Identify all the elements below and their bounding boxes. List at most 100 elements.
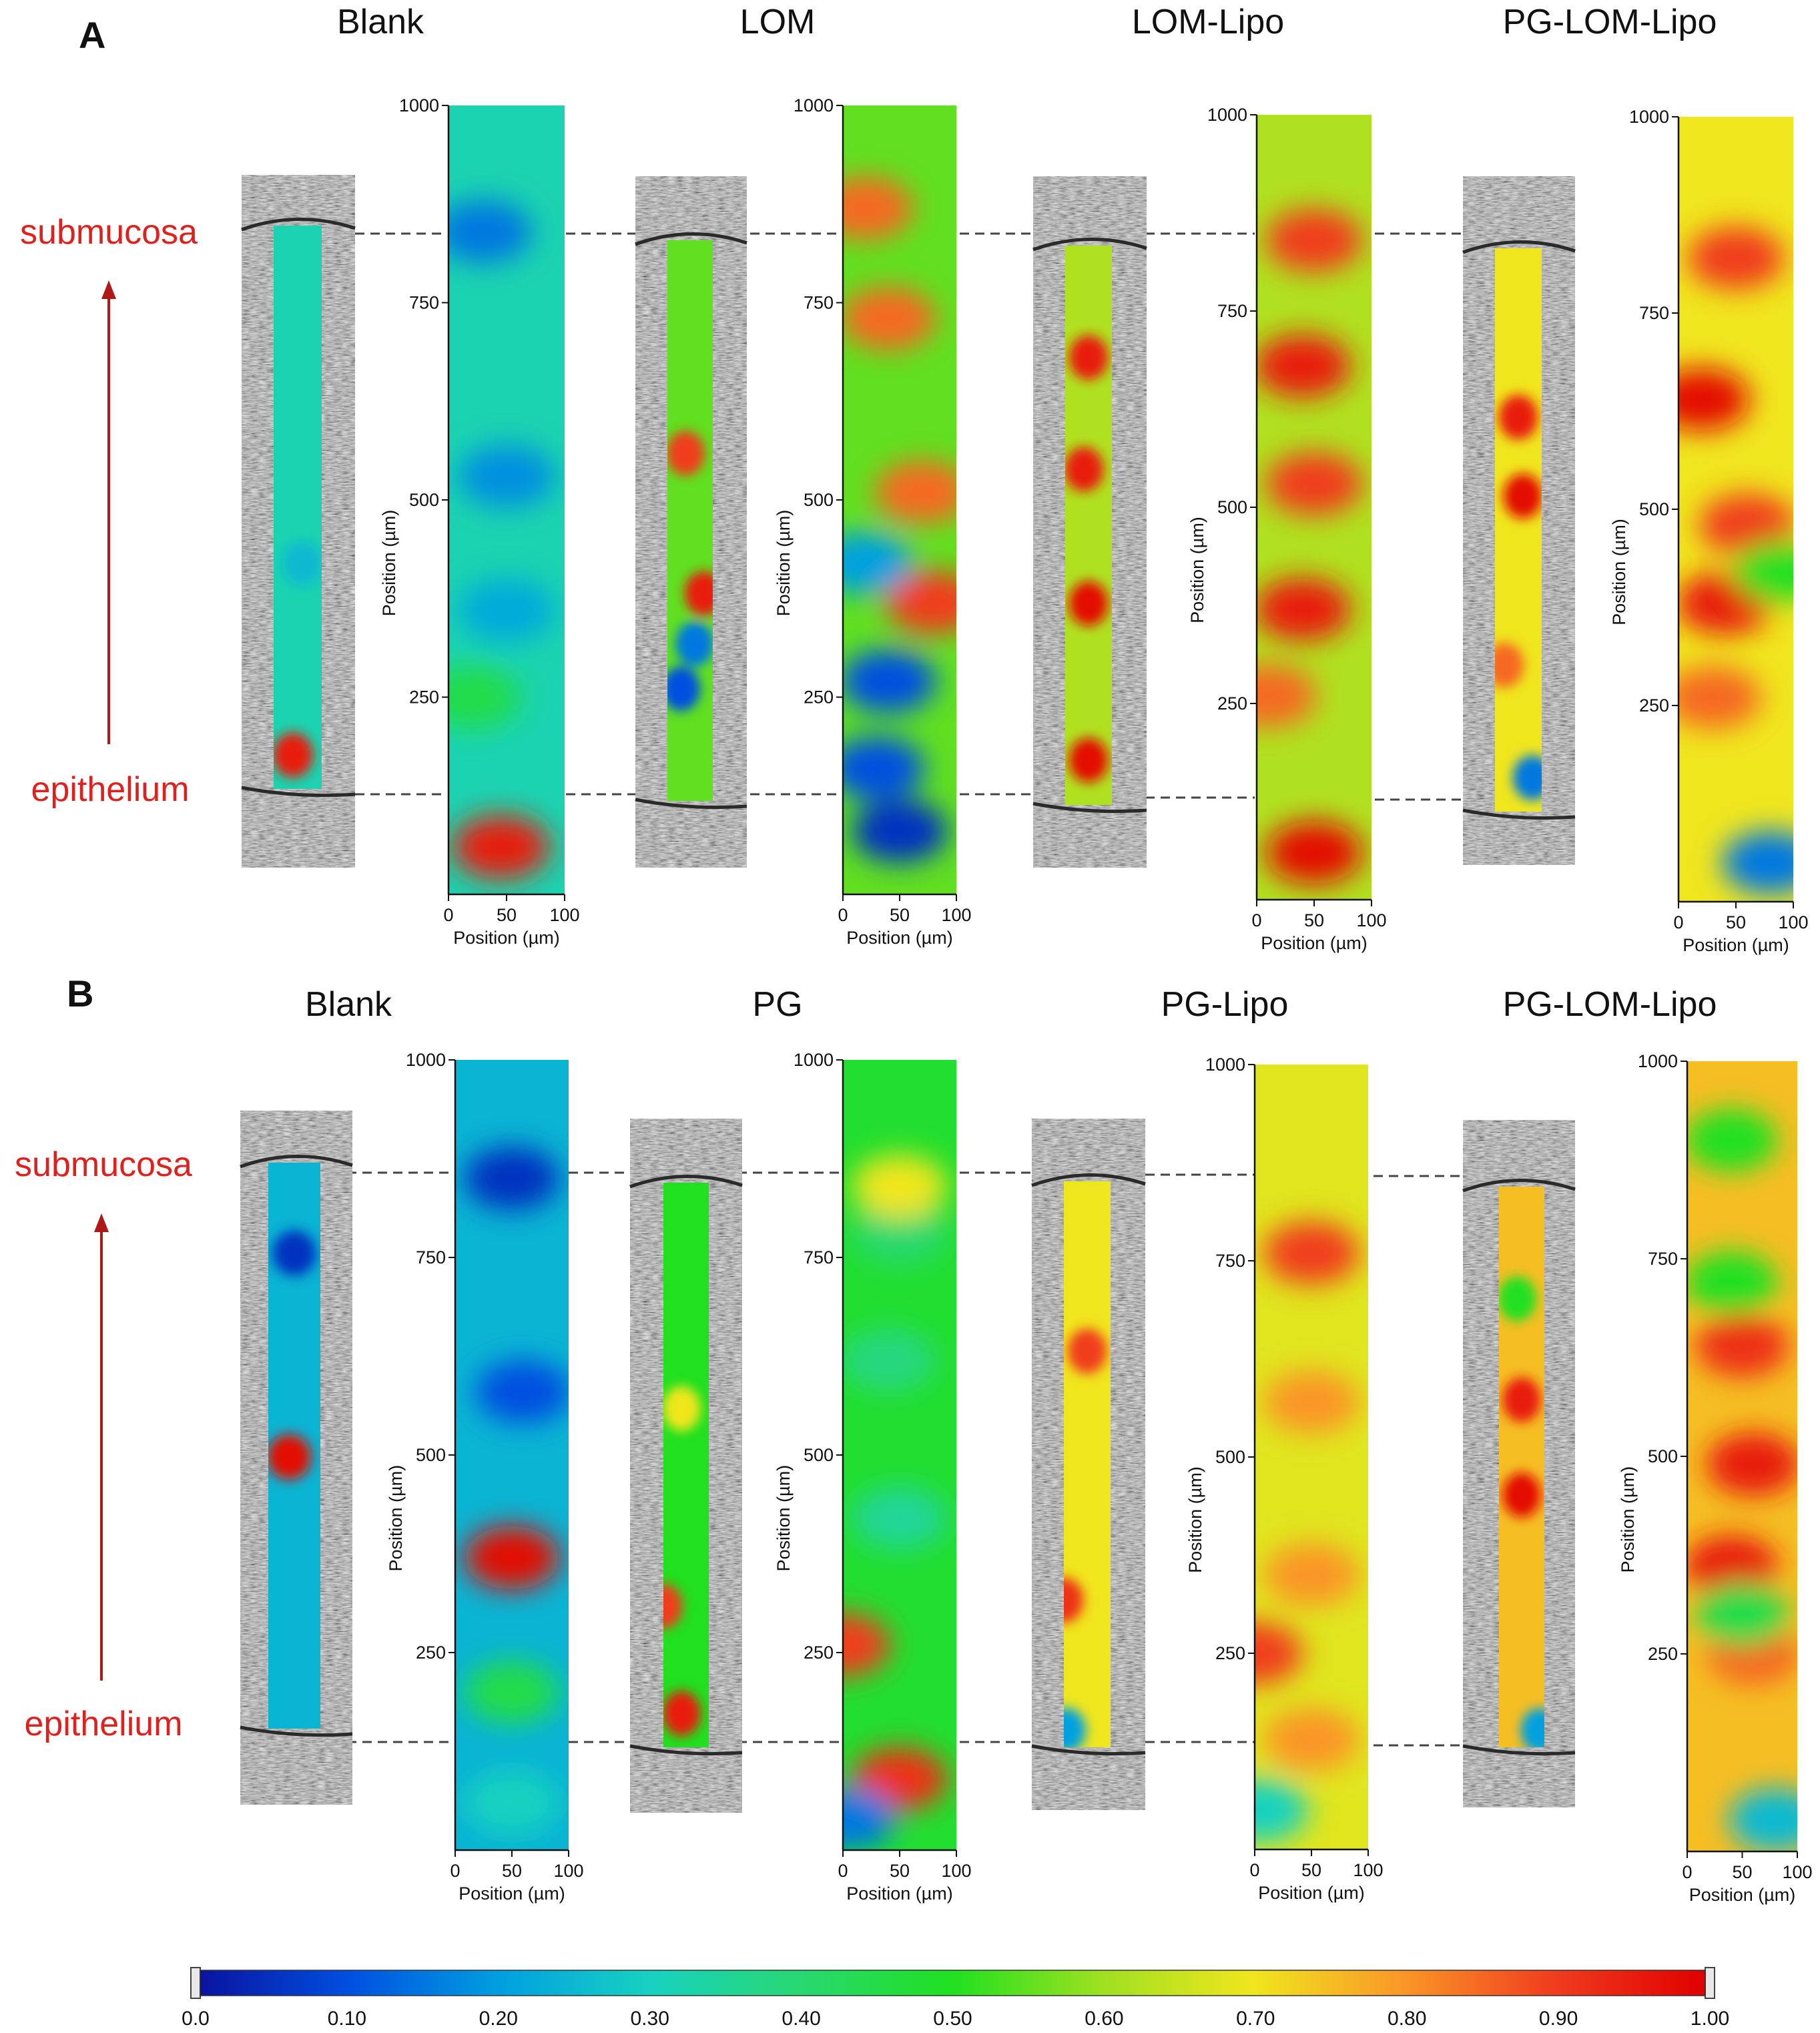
strip-A-LOM-peak-0 [684,571,713,616]
heatmap-A-LOM-peak-0 [852,800,948,863]
colorbar-cap-left [190,1967,201,1999]
panel-b-letter: B [67,972,93,1014]
strip-B-Blank-peak-1 [272,1230,316,1276]
panel-b-title-3: PG-Lipo [1161,985,1289,1024]
x-axis-label: Position (µm) [1261,933,1368,953]
colorbar-tick-label: 1.00 [1691,2008,1729,2030]
strip-B-PG-Lipo-peak-0 [1067,1328,1107,1374]
colorbar-cap-right [1705,1967,1715,1999]
heatmap-B-PG-Lipo-peak-4 [1255,1779,1308,1842]
strip-A-LOM-peak-1 [667,430,705,476]
tissue-boundary-bottom [240,1725,353,1737]
heatmap-A-Blank-peak-2 [457,445,556,508]
strip-A-PG-LOM-Lipo-peak-1 [1495,642,1524,688]
strip-A-LOM-Lipo-peak-3 [1069,335,1109,380]
strip-A-PG-LOM-Lipo-peak-0 [1503,473,1542,519]
y-tick-label: 750 [804,1247,834,1267]
x-tick-label: 100 [1782,1862,1812,1882]
heatmap-A-LOM-Lipo-peak-2 [1265,452,1363,515]
heatmap-A-LOM-peak-5 [843,286,936,350]
submucosa-label-a: submucosa [20,213,198,252]
colorbar-tick-label: 0.20 [479,2008,518,2030]
heatmap-A-LOM-peak-6 [843,176,914,240]
strip-B-PG [663,1183,709,1747]
x-axis-label: Position (µm) [459,1883,565,1904]
strip-B-PG-Lipo-peak-1 [1064,1577,1084,1623]
axes-A-LOM-Lipo: 1000 750 500 250 0 50 100 Position (µm) Position… [1187,105,1387,953]
strip-B-PG-peak-2 [663,1386,701,1432]
y-tick-label: 500 [409,490,439,510]
heatmap-B-PG-peak-3 [852,1486,948,1550]
y-axis-label: Position (µm) [386,1465,406,1572]
panel-a-title-1: Blank [337,3,424,41]
y-tick-label: 1000 [399,95,439,115]
strip-B-PG-LOM-Lipo-peak-3 [1499,1276,1536,1322]
colorbar-tick-label: 0.80 [1388,2008,1426,2030]
heatmap-B-PG-LOM-Lipo-peak-2 [1696,1314,1789,1378]
axes-B-PG-Lipo: 1000 750 500 250 0 50 100 Position (µm) Position… [1185,1055,1384,1903]
strip-B-PG-LOM-Lipo-peak-0 [1502,1472,1541,1518]
heatmap-B-PG [843,1060,956,1850]
x-tick-label: 100 [1778,912,1808,932]
y-tick-label: 500 [804,490,834,510]
y-tick-label: 250 [804,687,834,707]
tissue-boundary-bottom [1462,1744,1576,1756]
x-tick-label: 0 [1682,1862,1692,1882]
strip-B-PG-LOM-Lipo [1499,1187,1544,1747]
strip-A-Blank [274,226,322,789]
heatmap-A-PG-LOM-Lipo-peak-3 [1679,368,1750,431]
arrow-b [94,1213,109,1681]
epithelium-label-b: epithelium [24,1705,182,1743]
x-tick-label: 100 [941,1861,971,1881]
strip-B-PG-Lipo [1064,1181,1111,1747]
panel-b-title-2: PG [752,985,802,1024]
x-tick-label: 0 [1251,910,1261,930]
y-tick-label: 750 [804,293,834,313]
tissue-boundary-bottom [241,786,356,798]
strip-B-PG-peak-1 [663,1583,683,1629]
colorbar-tick-label: 0.0 [182,2008,210,2030]
heatmap-A-LOM [843,105,956,894]
thumbnail-A-Blank [241,175,356,868]
dashed-guides [347,232,1468,1747]
heatmap-A-PG-LOM-Lipo-peak-5 [1733,541,1793,604]
strip-A-Blank-peak-0 [274,732,314,778]
y-tick-label: 1000 [794,1050,834,1070]
x-tick-label: 100 [549,905,579,925]
heatmap-B-PG-Lipo-peak-0 [1263,1221,1359,1285]
thumbnail-A-LOM-Lipo [1032,176,1147,868]
strip-A-PG-LOM-Lipo-base [1495,248,1542,812]
x-tick-label: 0 [838,1861,848,1881]
y-tick-label: 250 [1217,693,1247,713]
heatmap-B-PG-Lipo-peak-1 [1255,1621,1303,1685]
tissue-boundary-top [1031,1173,1146,1187]
strip-B-Blank [268,1163,320,1729]
x-axis-label: Position (µm) [1689,1885,1796,1905]
y-axis-label: Position (µm) [774,1465,794,1572]
axes-B-PG-LOM-Lipo: 1000 750 500 250 0 50 100 Position (µm) Position… [1618,1051,1813,1905]
tissue-boundary-top [240,1155,353,1169]
x-tick-label: 100 [941,905,971,925]
y-axis-label: Position (µm) [379,510,399,617]
strip-B-PG-LOM-Lipo-peak-2 [1520,1708,1544,1747]
y-tick-label: 250 [804,1643,834,1663]
heatmap-A-PG-LOM-Lipo-peak-2 [1699,493,1793,557]
heatmap-B-Blank-peak-3 [464,1771,560,1835]
heatmap-B-PG-peak-5 [852,1202,948,1265]
strip-A-LOM-peak-3 [675,621,713,667]
strip-A-PG-LOM-Lipo [1495,248,1542,812]
tissue-boundary-top [241,218,356,232]
heatmap-A-LOM-peak-3 [886,571,956,634]
x-tick-label: 50 [502,1861,522,1881]
x-tick-label: 100 [1353,1860,1383,1880]
y-axis-label: Position (µm) [1609,519,1629,625]
heatmap-A-LOM-Lipo-peak-1 [1257,577,1351,641]
strip-A-PG-LOM-Lipo-peak-3 [1498,394,1538,440]
heatmap-A-Blank-peak-0 [452,815,550,879]
tissue-boundary-top [1462,1179,1576,1193]
colorbar: 0.0 0.10 0.20 0.30 0.40 0.50 0.60 0.70 0.80 0.90 1… [182,1967,1729,2030]
x-tick-label: 100 [1356,910,1386,930]
heatmap-B-Blank-peak-2 [475,1360,569,1424]
y-tick-label: 1000 [1205,1055,1245,1075]
